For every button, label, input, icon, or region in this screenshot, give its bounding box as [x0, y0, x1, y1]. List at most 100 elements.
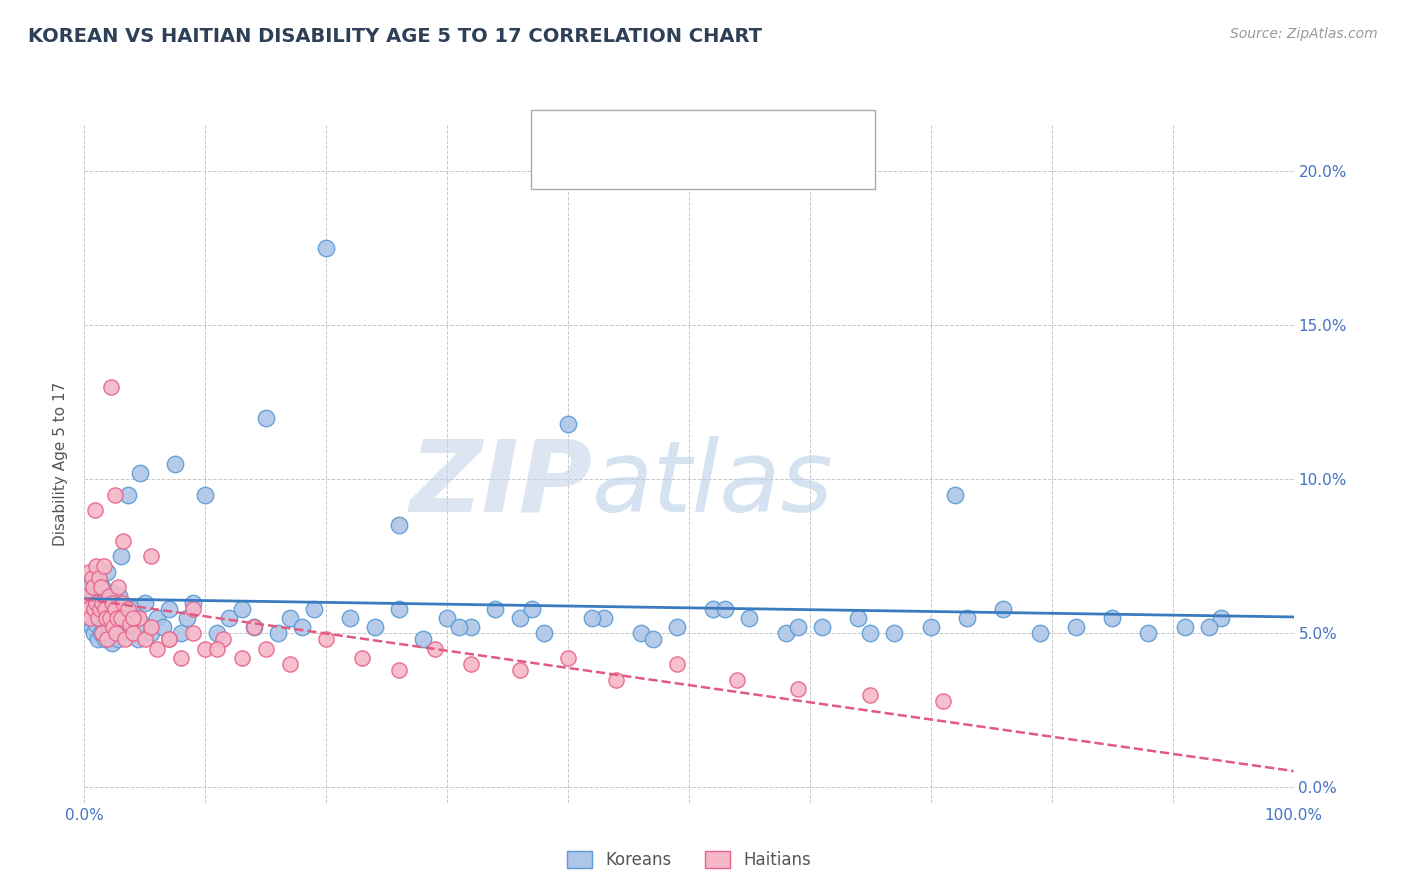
- Point: [242, 620, 264, 634]
- Point: [91, 626, 114, 640]
- Point: [315, 241, 337, 255]
- Point: [775, 626, 797, 640]
- Point: [152, 620, 174, 634]
- Point: [207, 626, 229, 640]
- Point: [157, 601, 180, 615]
- Point: [388, 663, 411, 677]
- Point: [77, 565, 100, 579]
- Point: [352, 651, 374, 665]
- Point: [84, 503, 107, 517]
- Point: [581, 611, 603, 625]
- Point: [484, 601, 506, 615]
- Point: [267, 626, 290, 640]
- FancyBboxPatch shape: [543, 152, 582, 179]
- Point: [112, 533, 135, 548]
- Point: [1064, 620, 1087, 634]
- Point: [117, 601, 139, 615]
- Point: [139, 549, 162, 564]
- Point: [460, 657, 482, 672]
- Point: [89, 601, 111, 615]
- Point: [339, 611, 361, 625]
- Point: [94, 595, 117, 609]
- Point: [520, 601, 543, 615]
- Point: [128, 611, 150, 625]
- Point: [859, 626, 882, 640]
- Point: [170, 651, 193, 665]
- Point: [557, 651, 579, 665]
- Point: [124, 611, 146, 625]
- Point: [993, 601, 1015, 615]
- Point: [83, 626, 105, 640]
- Point: [82, 580, 104, 594]
- Point: [80, 620, 103, 634]
- Point: [665, 620, 688, 634]
- Point: [108, 590, 131, 604]
- Point: [181, 595, 204, 609]
- Point: [86, 590, 108, 604]
- Point: [84, 605, 107, 619]
- Point: [786, 620, 808, 634]
- Point: [665, 657, 688, 672]
- Point: [107, 632, 129, 647]
- Point: [91, 595, 114, 609]
- Point: [77, 611, 100, 625]
- Point: [103, 586, 125, 600]
- Point: [80, 571, 103, 585]
- Point: [94, 632, 117, 647]
- Point: [176, 611, 198, 625]
- Point: [1198, 620, 1220, 634]
- Point: [103, 620, 125, 634]
- Point: [254, 410, 277, 425]
- Legend: Koreans, Haitians: Koreans, Haitians: [560, 845, 818, 876]
- Point: [786, 681, 808, 696]
- Point: [114, 632, 136, 647]
- Point: [436, 611, 458, 625]
- Point: [859, 688, 882, 702]
- Point: [920, 620, 942, 634]
- Point: [738, 611, 761, 625]
- Text: KOREAN VS HAITIAN DISABILITY AGE 5 TO 17 CORRELATION CHART: KOREAN VS HAITIAN DISABILITY AGE 5 TO 17…: [28, 27, 762, 45]
- Point: [76, 595, 98, 609]
- Point: [139, 626, 162, 640]
- Point: [94, 611, 117, 625]
- Point: [89, 595, 111, 609]
- Point: [86, 611, 108, 625]
- Text: -0.000: -0.000: [641, 123, 710, 143]
- Point: [87, 571, 110, 585]
- Point: [104, 626, 127, 640]
- Point: [104, 611, 127, 625]
- Point: [157, 632, 180, 647]
- Point: [605, 673, 627, 687]
- Point: [76, 590, 98, 604]
- Point: [943, 488, 966, 502]
- Point: [134, 632, 156, 647]
- Point: [86, 558, 108, 573]
- Point: [278, 611, 301, 625]
- Point: [104, 601, 127, 615]
- Point: [291, 620, 314, 634]
- Point: [104, 488, 127, 502]
- Point: [86, 617, 108, 632]
- Point: [105, 611, 128, 625]
- Point: [101, 635, 124, 649]
- Point: [127, 632, 149, 647]
- Text: R =: R =: [592, 156, 641, 175]
- Point: [93, 620, 115, 634]
- Point: [134, 595, 156, 609]
- Text: 68: 68: [782, 156, 808, 175]
- Point: [509, 663, 531, 677]
- Point: [104, 626, 127, 640]
- Text: R =: R =: [592, 123, 634, 143]
- Point: [91, 605, 114, 619]
- Point: [110, 611, 132, 625]
- Point: [254, 641, 277, 656]
- Point: [77, 601, 100, 615]
- Point: [278, 657, 301, 672]
- Point: [194, 641, 217, 656]
- Point: [557, 417, 579, 431]
- Point: [423, 641, 446, 656]
- Point: [82, 571, 104, 585]
- Text: 100: 100: [782, 123, 821, 143]
- Point: [181, 601, 204, 615]
- Point: [533, 626, 555, 640]
